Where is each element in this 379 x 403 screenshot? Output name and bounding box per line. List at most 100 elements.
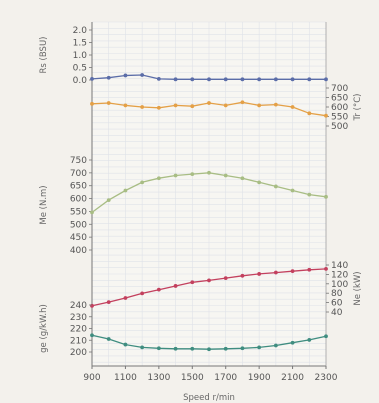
data-point bbox=[156, 287, 161, 292]
data-point bbox=[106, 101, 111, 105]
data-point bbox=[290, 340, 295, 345]
y-axis-label: Rs (BSU) bbox=[39, 37, 49, 74]
data-point bbox=[173, 103, 178, 108]
data-point bbox=[140, 73, 145, 77]
y-axis-label: Ne (kW) bbox=[353, 271, 363, 305]
y-tick-label: 2.0 bbox=[73, 26, 88, 36]
y-tick-label: 400 bbox=[70, 246, 87, 256]
data-point bbox=[207, 77, 211, 82]
y-tick-label: 120 bbox=[331, 270, 348, 280]
y-tick-label: 100 bbox=[331, 280, 348, 290]
y-tick-label: 0.5 bbox=[73, 64, 87, 74]
y-tick-label: 600 bbox=[70, 195, 87, 205]
data-point bbox=[123, 342, 128, 347]
data-point bbox=[257, 345, 262, 350]
x-tick-label: 900 bbox=[83, 373, 100, 383]
data-point bbox=[190, 77, 195, 82]
data-point bbox=[257, 180, 262, 185]
data-point bbox=[123, 73, 128, 78]
x-tick-label: 1100 bbox=[114, 373, 137, 383]
y-tick-label: 500 bbox=[70, 220, 87, 230]
y-tick-label: 210 bbox=[70, 336, 87, 346]
data-point bbox=[123, 103, 128, 108]
y-tick-label: 450 bbox=[70, 233, 87, 243]
data-point bbox=[173, 284, 178, 288]
data-point bbox=[290, 105, 295, 109]
data-point bbox=[273, 184, 278, 189]
y-tick-label: 550 bbox=[331, 113, 348, 123]
y-tick-label: 700 bbox=[331, 84, 348, 94]
data-point bbox=[140, 180, 145, 185]
data-point bbox=[156, 105, 161, 110]
data-point bbox=[273, 77, 278, 82]
y-tick-label: 550 bbox=[70, 207, 87, 217]
data-point bbox=[307, 77, 312, 82]
data-point bbox=[324, 334, 328, 339]
y-tick-label: 140 bbox=[331, 261, 348, 271]
data-point bbox=[307, 338, 312, 342]
data-point bbox=[223, 173, 228, 178]
y-tick-label: 220 bbox=[70, 325, 87, 335]
data-point bbox=[90, 101, 94, 106]
y-tick-label: 650 bbox=[331, 94, 348, 104]
data-point bbox=[307, 267, 312, 272]
y-tick-label: 60 bbox=[331, 299, 343, 309]
data-point bbox=[207, 101, 211, 105]
data-point bbox=[173, 173, 178, 178]
data-point bbox=[106, 337, 111, 341]
data-point bbox=[307, 111, 312, 116]
x-axis-label: Speed r/min bbox=[183, 393, 235, 403]
data-point bbox=[140, 345, 145, 350]
data-point bbox=[173, 77, 178, 82]
y-tick-label: 1.5 bbox=[73, 39, 87, 49]
data-point bbox=[324, 77, 328, 82]
y-axis-label: Me (N.m) bbox=[39, 185, 49, 224]
data-point bbox=[207, 278, 211, 283]
data-point bbox=[273, 343, 278, 348]
data-point bbox=[273, 102, 278, 107]
data-point bbox=[207, 170, 211, 175]
data-point bbox=[223, 276, 228, 281]
data-point bbox=[156, 176, 161, 181]
y-tick-label: 750 bbox=[70, 156, 87, 166]
data-point bbox=[190, 172, 195, 177]
y-tick-label: 650 bbox=[70, 182, 87, 192]
x-tick-label: 1300 bbox=[147, 373, 170, 383]
data-point bbox=[240, 346, 245, 351]
data-point bbox=[223, 103, 228, 108]
data-point bbox=[257, 272, 262, 276]
data-point bbox=[90, 210, 94, 215]
data-point bbox=[240, 273, 245, 278]
data-point bbox=[90, 303, 94, 308]
y-axis-label: ge (g/kW.h) bbox=[39, 304, 49, 353]
data-point bbox=[324, 113, 328, 118]
data-point bbox=[123, 296, 128, 300]
data-point bbox=[257, 103, 262, 108]
data-point bbox=[140, 105, 145, 109]
x-tick-label: 1900 bbox=[248, 373, 271, 383]
x-tick-label: 1500 bbox=[181, 373, 204, 383]
data-point bbox=[290, 77, 295, 82]
data-point bbox=[307, 192, 312, 197]
data-point bbox=[257, 77, 262, 82]
data-point bbox=[190, 346, 195, 351]
data-point bbox=[273, 270, 278, 275]
data-point bbox=[90, 333, 94, 338]
data-point bbox=[90, 76, 94, 81]
data-point bbox=[123, 188, 128, 193]
x-tick-label: 2100 bbox=[281, 373, 304, 383]
data-point bbox=[106, 75, 111, 80]
data-point bbox=[190, 280, 195, 285]
data-point bbox=[290, 188, 295, 193]
y-tick-label: 700 bbox=[70, 169, 87, 179]
data-point bbox=[223, 77, 228, 82]
data-point bbox=[140, 291, 145, 296]
y-tick-label: 500 bbox=[331, 122, 348, 132]
data-point bbox=[190, 104, 195, 109]
y-tick-label: 1.0 bbox=[73, 51, 88, 61]
data-point bbox=[173, 346, 178, 351]
data-point bbox=[156, 76, 161, 81]
data-point bbox=[240, 77, 245, 82]
y-tick-label: 230 bbox=[70, 313, 87, 323]
y-tick-label: 600 bbox=[331, 103, 348, 113]
